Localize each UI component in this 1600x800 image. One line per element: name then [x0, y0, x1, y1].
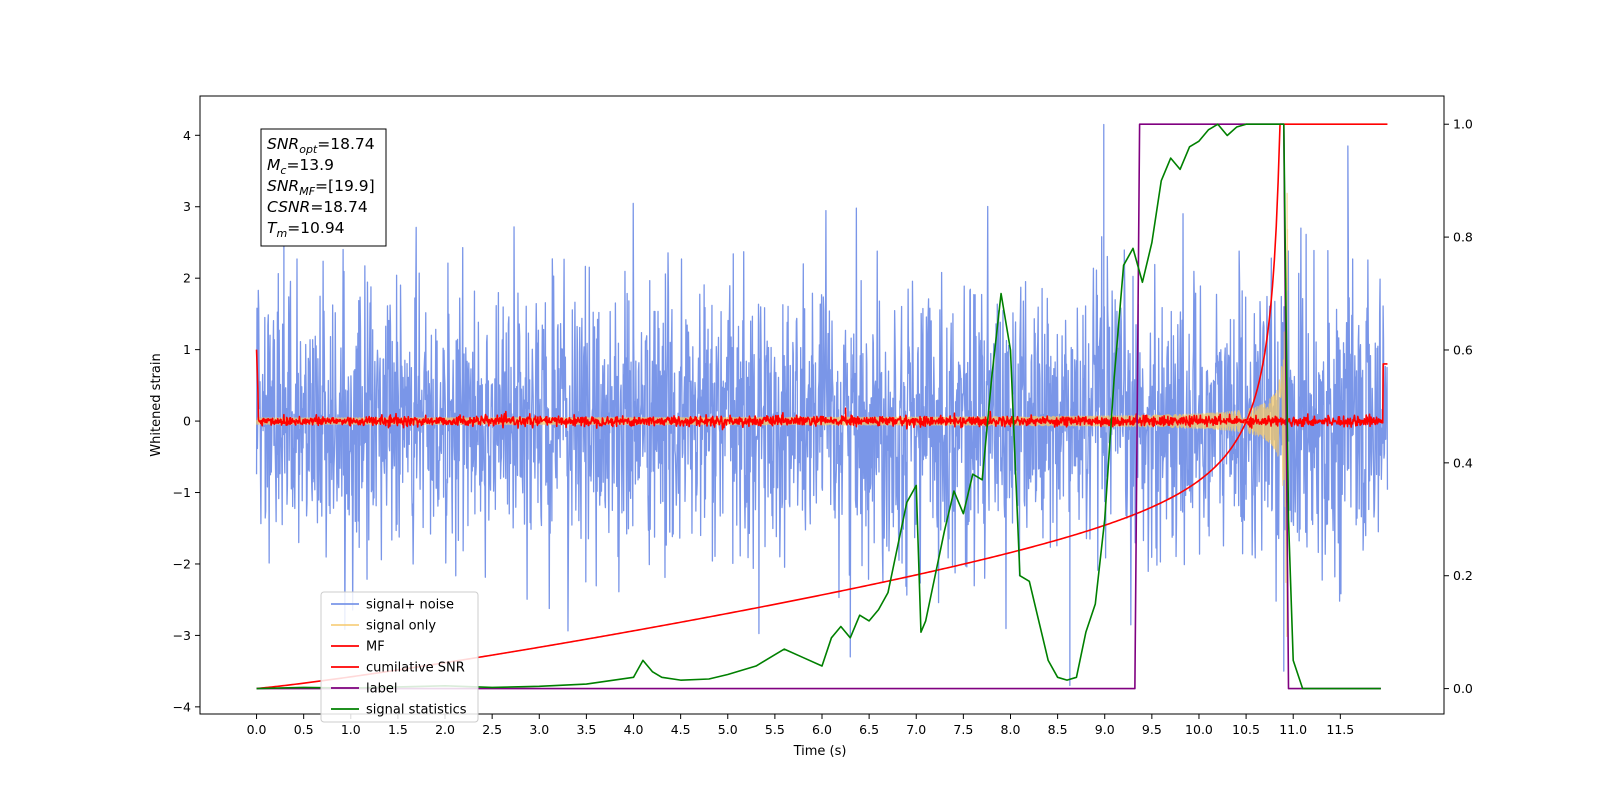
x-axis: 0.0 0.5 1.0 1.5 2.0 2.5 3.0 3.5 4.0 4.5 5.0 5.5 6.0 6…: [247, 714, 1354, 737]
x-axis-label: Time (s): [793, 744, 847, 759]
x-tick-label: 4.5: [671, 722, 691, 737]
y-tick-label: 0: [183, 414, 191, 429]
legend-entry-label: label: [366, 682, 397, 697]
series-signal-statistics-line: [256, 123, 1381, 690]
info-box-line: SNRMF=[19.9]: [267, 177, 375, 198]
x-tick-label: 6.0: [812, 722, 832, 737]
x-tick-label: 9.5: [1142, 722, 1162, 737]
x-tick-label: 3.0: [529, 722, 549, 737]
y2-tick-label: 0.6: [1453, 342, 1473, 357]
info-box-line: SNRopt=18.74: [267, 135, 375, 156]
y-tick-label: −3: [173, 628, 191, 643]
x-tick-label: 10.0: [1185, 722, 1213, 737]
x-tick-label: 10.5: [1232, 722, 1260, 737]
info-box-line: Mc=13.9: [267, 156, 334, 177]
y-tick-label: −4: [173, 699, 191, 714]
x-tick-label: 7.5: [953, 722, 973, 737]
x-tick-label: 8.0: [1001, 722, 1021, 737]
y-axis-left: −4 −3 −2 −1 0 1 2 3 4: [173, 128, 200, 714]
y2-tick-label: 0.4: [1453, 455, 1473, 470]
y-tick-label: −2: [173, 556, 191, 571]
x-tick-label: 0.0: [247, 722, 267, 737]
x-tick-label: 9.0: [1095, 722, 1115, 737]
legend-entry-label: signal only: [366, 619, 436, 634]
x-tick-label: 2.0: [435, 722, 455, 737]
y-axis-label: Whitened strain: [149, 353, 164, 456]
x-tick-label: 1.0: [341, 722, 361, 737]
x-tick-label: 5.0: [718, 722, 738, 737]
info-box-line: Tm=10.94: [267, 219, 345, 240]
x-tick-label: 6.5: [859, 722, 879, 737]
x-tick-label: 2.5: [482, 722, 502, 737]
y-tick-label: 4: [183, 128, 191, 143]
x-tick-label: 7.0: [906, 722, 926, 737]
legend-entry-label: MF: [366, 640, 385, 655]
legend-entry-label: signal statistics: [366, 703, 467, 718]
series-signal-noise-line: [255, 123, 1389, 687]
info-box-frame: [260, 128, 387, 247]
y-tick-label: 1: [183, 342, 191, 357]
legend-entry-label: cumilative SNR: [366, 661, 465, 676]
info-box: SNRopt=18.74Mc=13.9SNRMF=[19.9]CSNR=18.7…: [260, 128, 387, 247]
x-tick-label: 11.0: [1279, 722, 1307, 737]
x-tick-label: 8.5: [1048, 722, 1068, 737]
y2-tick-label: 1.0: [1453, 117, 1473, 132]
x-tick-label: 0.5: [294, 722, 314, 737]
legend-frame: [320, 591, 479, 723]
x-tick-label: 5.5: [765, 722, 785, 737]
y-tick-label: 3: [183, 199, 191, 214]
legend: signal+ noise signal only MF cumilative SNR…: [320, 591, 479, 723]
y2-tick-label: 0.0: [1453, 681, 1473, 696]
y-tick-label: 2: [183, 271, 191, 286]
series-mf-line: [255, 349, 1388, 431]
y2-tick-label: 0.8: [1453, 230, 1473, 245]
x-tick-label: 4.0: [624, 722, 644, 737]
legend-entry-label: signal+ noise: [366, 598, 454, 613]
y-axis-right: 0.0 0.2 0.4 0.6 0.8 1.0: [1444, 117, 1473, 696]
x-tick-label: 1.5: [388, 722, 408, 737]
x-tick-label: 3.5: [576, 722, 596, 737]
x-tick-label: 11.5: [1326, 722, 1354, 737]
info-box-line: CSNR=18.74: [267, 198, 368, 216]
y2-tick-label: 0.2: [1453, 568, 1473, 583]
y-tick-label: −1: [173, 485, 191, 500]
